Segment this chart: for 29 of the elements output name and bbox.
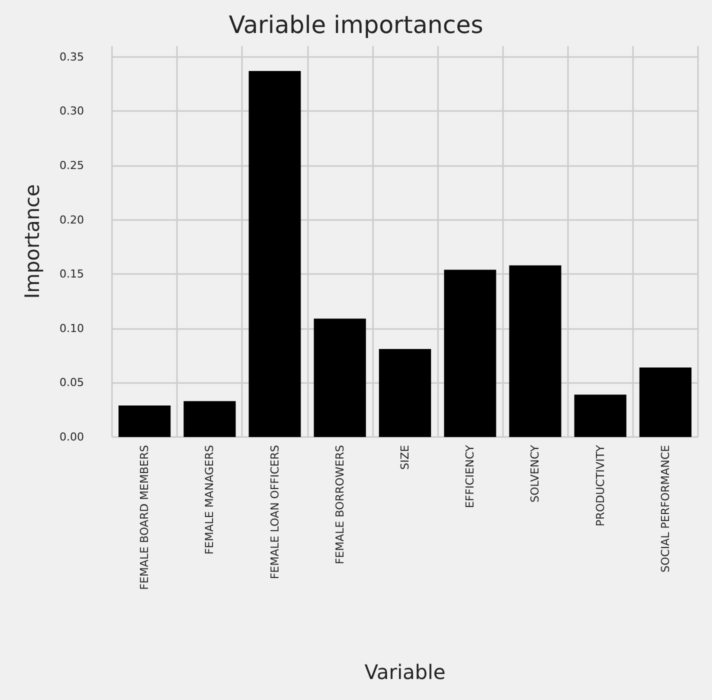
bar <box>574 394 626 437</box>
bar <box>639 367 692 437</box>
bar <box>248 70 301 437</box>
bar <box>509 265 562 437</box>
x-tick-label: PRODUCTIVITY <box>594 444 607 526</box>
bar <box>314 318 366 437</box>
y-tick-label: 0.35 <box>60 50 84 64</box>
bar <box>118 406 171 437</box>
y-axis-title: Importance <box>20 184 44 299</box>
y-tick-label: 0.30 <box>60 104 84 118</box>
x-axis-title: Variable <box>364 660 446 684</box>
y-tick-label: 0.15 <box>60 268 84 281</box>
x-tick-label: FEMALE LOAN OFFICERS <box>268 444 282 580</box>
x-tick-label: SOCIAL PERFORMANCE <box>658 444 672 572</box>
bar <box>184 401 236 437</box>
x-tick-label: EFFICIENCY <box>464 444 477 508</box>
x-tick-label: SOLVENCY <box>528 444 542 502</box>
x-tick-label: SIZE <box>398 444 412 470</box>
x-tick-label: FEMALE BORROWERS <box>333 444 346 564</box>
bar <box>378 349 432 437</box>
x-tick-label: FEMALE BOARD MEMBERS <box>138 444 152 590</box>
y-tick-label: 0.10 <box>60 322 84 335</box>
chart-title: Variable importances <box>228 11 484 39</box>
x-tick-label: FEMALE MANAGERS <box>203 444 216 555</box>
y-tick-label: 0.05 <box>60 376 84 390</box>
bar <box>444 270 496 437</box>
y-tick-label: 0.20 <box>60 213 84 226</box>
y-tick-label: 0.25 <box>60 158 84 172</box>
y-tick-label: 0.00 <box>60 430 84 444</box>
